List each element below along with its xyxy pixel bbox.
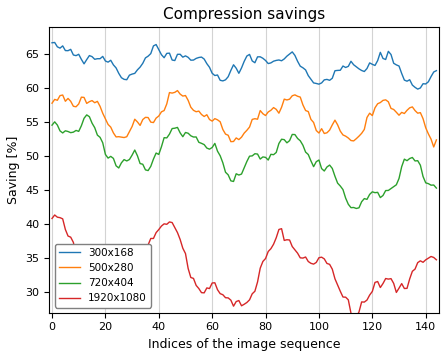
500x280	[52, 97, 58, 102]
720x404	[413, 159, 418, 163]
1920x1080	[434, 258, 439, 262]
Line: 500x280: 500x280	[52, 91, 436, 147]
1920x1080	[71, 240, 76, 245]
1920x1080	[413, 267, 418, 271]
720x404	[343, 196, 348, 200]
500x280	[50, 101, 55, 105]
720x404	[273, 150, 279, 155]
500x280	[175, 88, 180, 93]
720x404	[68, 131, 74, 135]
500x280	[343, 134, 348, 138]
300x168	[50, 40, 55, 45]
300x168	[410, 83, 415, 87]
1920x1080	[351, 315, 356, 319]
500x280	[410, 105, 415, 109]
Y-axis label: Saving [%]: Saving [%]	[7, 136, 20, 204]
Line: 720x404: 720x404	[52, 115, 436, 208]
1920x1080	[50, 216, 55, 221]
300x168	[273, 58, 279, 63]
720x404	[356, 205, 362, 210]
1920x1080	[52, 213, 58, 217]
300x168	[434, 68, 439, 73]
1920x1080	[356, 310, 362, 314]
500x280	[431, 145, 436, 149]
300x168	[343, 65, 348, 69]
Line: 1920x1080: 1920x1080	[52, 215, 436, 317]
Line: 300x168: 300x168	[52, 43, 436, 89]
300x168	[71, 53, 76, 57]
500x280	[354, 136, 359, 141]
500x280	[273, 107, 279, 111]
1920x1080	[343, 295, 348, 299]
1920x1080	[55, 215, 60, 219]
720x404	[50, 123, 55, 127]
500x280	[434, 138, 439, 142]
720x404	[354, 206, 359, 211]
500x280	[68, 99, 74, 103]
300x168	[52, 40, 58, 45]
1920x1080	[273, 236, 279, 240]
720x404	[52, 120, 58, 124]
720x404	[84, 113, 89, 117]
300x168	[55, 45, 60, 49]
Legend: 300x168, 500x280, 720x404, 1920x1080: 300x168, 500x280, 720x404, 1920x1080	[54, 243, 151, 308]
X-axis label: Indices of the image sequence: Indices of the image sequence	[148, 338, 340, 351]
300x168	[415, 87, 421, 91]
300x168	[354, 65, 359, 69]
720x404	[434, 186, 439, 190]
Title: Compression savings: Compression savings	[163, 7, 325, 22]
